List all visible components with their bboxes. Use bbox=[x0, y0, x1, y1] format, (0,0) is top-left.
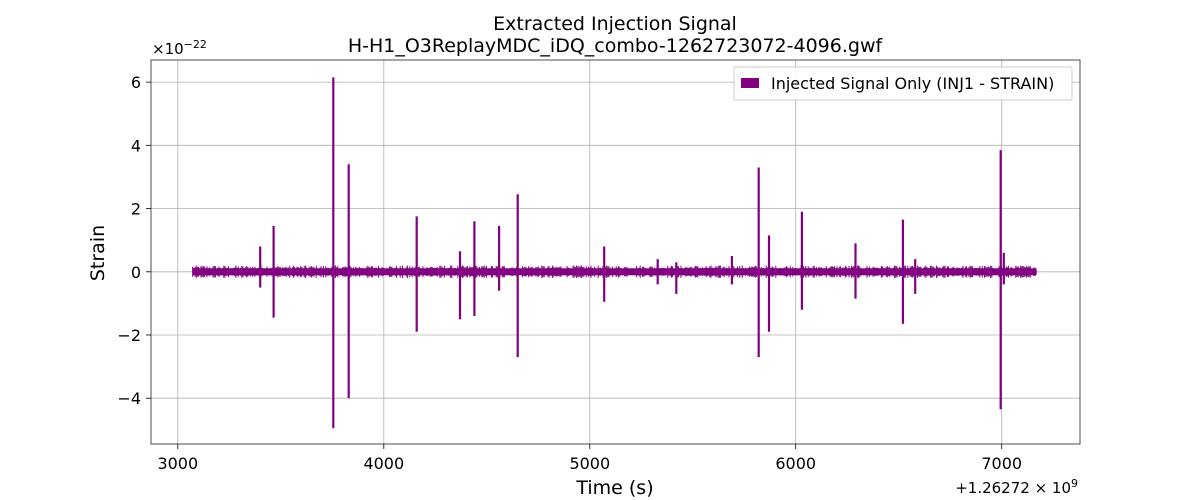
legend: Injected Signal Only (INJ1 - STRAIN) bbox=[733, 66, 1073, 101]
y-tick-label: 0 bbox=[131, 263, 141, 282]
y-multiplier-exponent: −22 bbox=[184, 38, 207, 51]
x-tick-label: 4000 bbox=[363, 454, 404, 473]
series-plot bbox=[192, 77, 1037, 429]
y-tick-label: 2 bbox=[131, 200, 141, 219]
x-tick-label: 3000 bbox=[157, 454, 198, 473]
legend-box bbox=[733, 66, 1073, 101]
grid bbox=[151, 60, 1080, 444]
legend-label: Injected Signal Only (INJ1 - STRAIN) bbox=[771, 74, 1054, 93]
y-tick-label: 6 bbox=[131, 73, 141, 92]
signal-baseline-band bbox=[192, 268, 1037, 276]
axis-ticks: 3000 4000 5000 6000 7000 −4 −2 0 2 4 6 bbox=[117, 73, 1022, 473]
chart-title: Extracted Injection Signal bbox=[493, 13, 737, 35]
y-tick-label: 4 bbox=[131, 136, 141, 155]
x-tick-label: 7000 bbox=[981, 454, 1022, 473]
y-tick-label: −2 bbox=[117, 326, 141, 345]
y-tick-label: −4 bbox=[117, 389, 141, 408]
y-multiplier-label: ×10−22 bbox=[152, 38, 207, 58]
y-multiplier-base: ×10 bbox=[152, 40, 184, 58]
x-offset-base: +1.26272 × 10 bbox=[955, 479, 1071, 497]
x-tick-label: 6000 bbox=[775, 454, 816, 473]
x-tick-label: 5000 bbox=[569, 454, 610, 473]
x-offset-label: +1.26272 × 109 bbox=[955, 477, 1078, 497]
y-axis-label: Strain bbox=[87, 225, 109, 281]
x-axis-label: Time (s) bbox=[575, 477, 653, 499]
x-offset-exponent: 9 bbox=[1071, 477, 1078, 490]
plot-frame bbox=[150, 59, 1081, 445]
legend-swatch bbox=[741, 78, 759, 88]
chart-subtitle: H-H1_O3ReplayMDC_iDQ_combo-1262723072-40… bbox=[348, 35, 884, 57]
